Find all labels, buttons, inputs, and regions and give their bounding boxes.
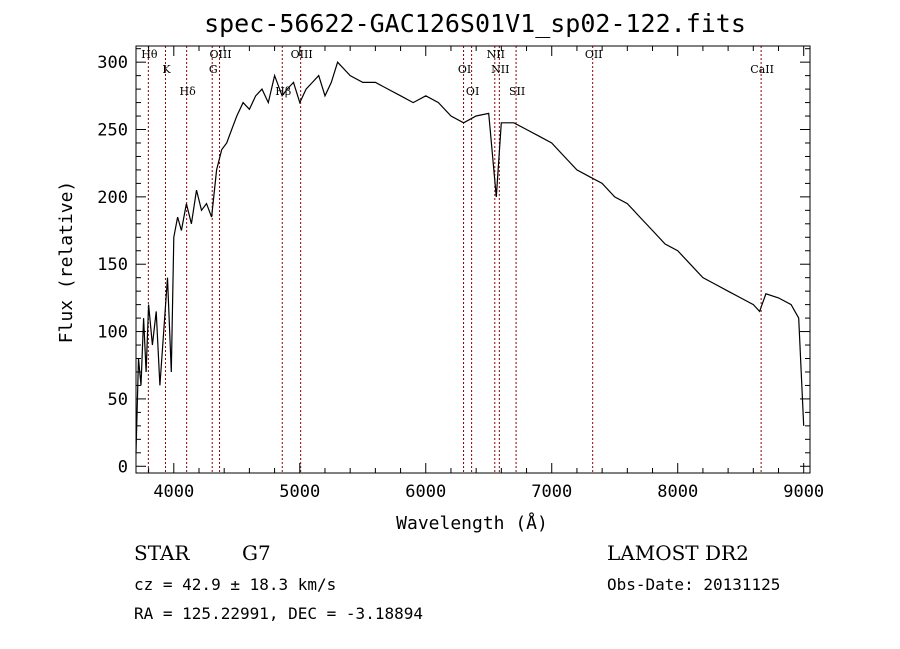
redshift-readout: cz = 42.9 ± 18.3 km/s (134, 575, 337, 594)
x-tick-label: 4000 (153, 482, 194, 502)
line-label: Hθ (141, 48, 158, 61)
x-axis-label: Wavelength (Å) (396, 512, 548, 534)
line-label: Hδ (180, 85, 197, 98)
coordinates-readout: RA = 125.22991, DEC = -3.18894 (134, 604, 423, 623)
spectrum-line (135, 61, 805, 453)
object-class: STAR (134, 541, 190, 565)
line-label: Hβ (275, 85, 291, 98)
axis-ticks: 4000 5000 6000 7000 8000 9000 0 50 100 150 200 250 3… (97, 46, 824, 502)
y-tick-label: 150 (97, 255, 128, 275)
y-tick-label: 300 (97, 53, 128, 73)
plot-frame (135, 45, 811, 474)
x-tick-label: 8000 (657, 482, 698, 502)
line-label: OIII (209, 48, 231, 61)
x-tick-label: 7000 (531, 482, 572, 502)
line-label: G (209, 63, 218, 76)
x-tick-label: 5000 (279, 482, 320, 502)
line-label: OI (466, 85, 479, 98)
y-tick-label: 200 (97, 188, 128, 208)
line-label: OIII (291, 48, 313, 61)
line-label: OI (458, 63, 471, 76)
line-label: OII (585, 48, 603, 61)
x-tick-label: 6000 (405, 482, 446, 502)
line-label: NII (491, 63, 509, 76)
y-tick-label: 100 (97, 323, 128, 343)
survey-name: LAMOST DR2 (607, 541, 749, 565)
chart-title: spec-56622-GAC126S01V1_sp02-122.fits (204, 9, 746, 38)
y-tick-label: 0 (118, 457, 128, 477)
line-label: CaII (750, 63, 774, 76)
obs-date-readout: Obs-Date: 20131125 (607, 575, 781, 594)
line-label: K (162, 63, 171, 76)
line-markers (147, 46, 762, 473)
y-tick-label: 250 (97, 121, 128, 141)
subclass: G7 (242, 541, 271, 565)
y-axis-label: Flux (relative) (56, 181, 77, 344)
line-label: SII (509, 85, 525, 98)
line-label: NII (487, 48, 505, 61)
y-tick-label: 50 (108, 390, 128, 410)
x-tick-label: 9000 (783, 482, 824, 502)
